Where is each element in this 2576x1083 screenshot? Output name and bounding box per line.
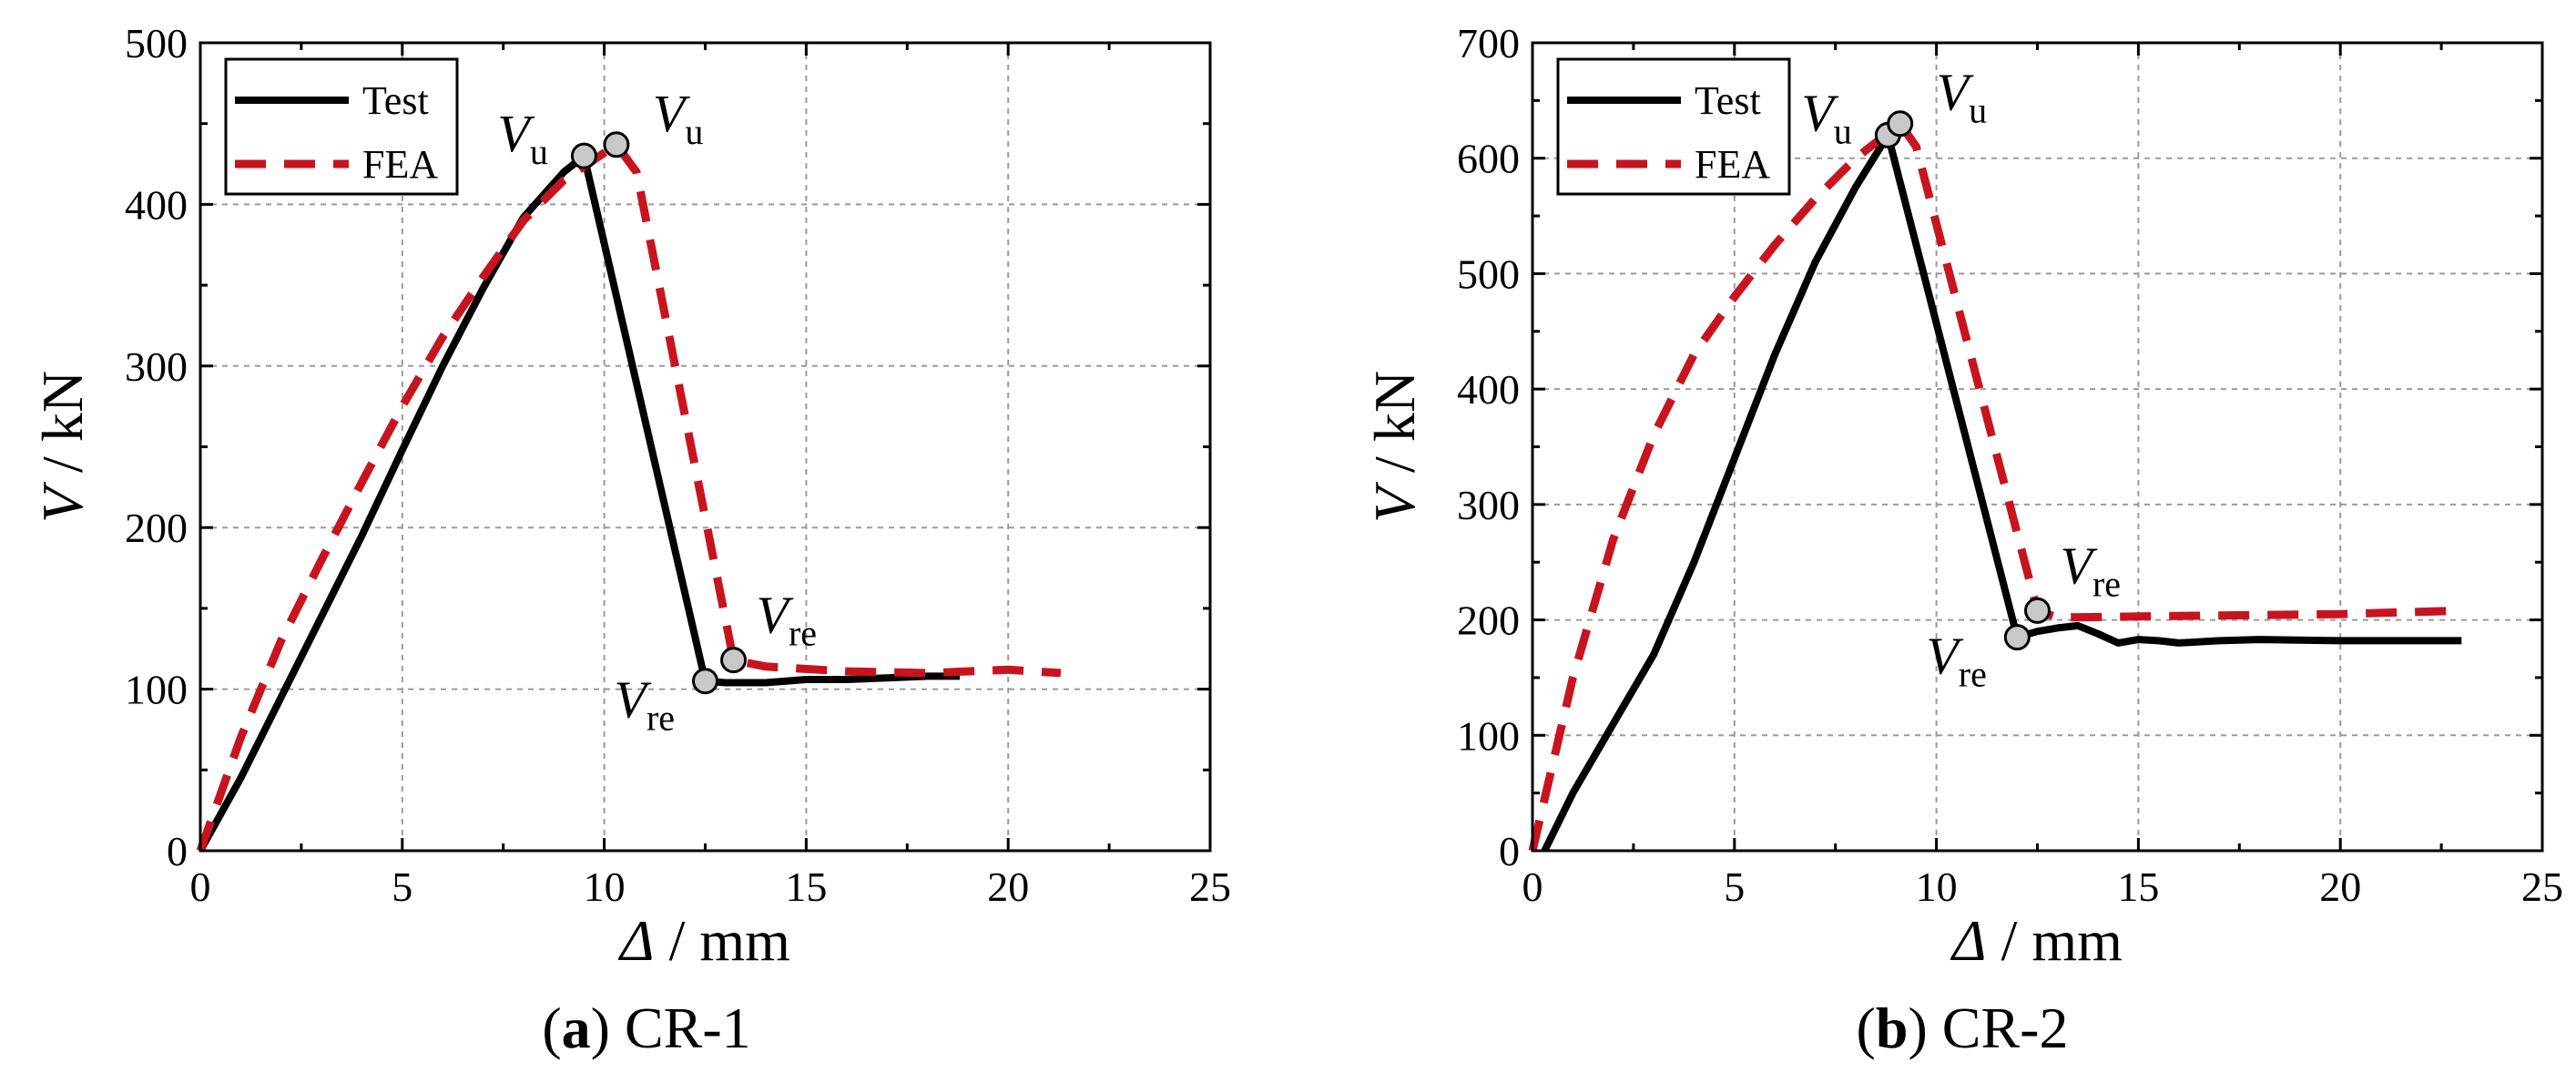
y-axis-title: V / kN [30, 371, 95, 523]
point-marker-u [1887, 110, 1914, 138]
y-tick-label: 100 [1457, 712, 1520, 759]
y-tick-label: 400 [125, 181, 188, 228]
y-axis-title: V / kN [1362, 371, 1427, 523]
legend-label-test: Test [1695, 78, 1761, 123]
point-marker-re [692, 668, 718, 695]
x-tick-label: 10 [1916, 863, 1958, 910]
y-tick-label: 400 [1457, 366, 1520, 413]
y-tick-label: 200 [125, 505, 188, 551]
legend-box [224, 57, 459, 196]
point-marker-u [570, 142, 597, 169]
x-tick-label: 20 [2319, 863, 2361, 910]
x-tick-label: 15 [785, 863, 827, 910]
y-tick-label: 500 [125, 20, 188, 66]
annotation-label-re: Vre [1926, 627, 1987, 695]
legend-box [1556, 57, 1791, 196]
annotation-label-re: Vre [757, 586, 818, 654]
y-tick-label: 200 [1457, 598, 1520, 644]
chart-caption: (b) CR-2 [1857, 996, 2069, 1060]
x-tick-label: 25 [1189, 863, 1231, 910]
x-tick-label: 10 [584, 863, 626, 910]
annotation-label-re: Vre [615, 670, 676, 739]
x-axis-title: Δ / mm [1950, 908, 2123, 973]
point-marker-re [2024, 597, 2051, 624]
x-tick-label: 0 [1522, 863, 1543, 910]
x-tick-label: 25 [2521, 863, 2563, 910]
y-tick-label: 700 [1457, 20, 1520, 66]
legend: Test FEA [224, 57, 459, 196]
x-tick-label: 20 [987, 863, 1029, 910]
y-tick-label: 300 [125, 343, 188, 390]
y-tick-label: 100 [125, 667, 188, 713]
plot-frame [199, 41, 1212, 853]
annotation-label-u: Vu [1801, 83, 1851, 151]
point-marker-re [2003, 624, 2031, 651]
legend-label-fea: FEA [1695, 142, 1770, 187]
annotation-label-re: Vre [2061, 536, 2122, 604]
series-line-test [1541, 131, 2462, 853]
x-tick-label: 0 [190, 863, 211, 910]
chart-panel-2: 0 5 10 15 20 25 0 100 200 300 400 500 600 700 Vu Vu Vre V… [1362, 20, 2563, 1060]
y-tick-label: 500 [1457, 250, 1520, 297]
point-marker-u [603, 131, 630, 158]
x-tick-label: 15 [2117, 863, 2159, 910]
y-tick-label: 0 [1499, 828, 1520, 874]
y-tick-label: 0 [167, 828, 188, 874]
legend-label-test: Test [362, 78, 429, 123]
plot-frame [1531, 41, 2544, 853]
x-tick-label: 5 [392, 863, 412, 910]
legend-label-fea: FEA [362, 142, 438, 187]
y-tick-label: 600 [1457, 136, 1520, 182]
annotation-label-u: Vu [1937, 63, 1987, 131]
x-tick-label: 5 [1724, 863, 1745, 910]
annotation-label-u: Vu [653, 84, 703, 152]
series-line-test [197, 152, 960, 853]
chart-panel-1: 0 5 10 15 20 25 0 100 200 300 400 500 Vu Vu Vre Vre Test… [30, 20, 1231, 1060]
series-line-fea [1528, 119, 2462, 853]
series-line-fea [196, 140, 1062, 853]
annotation-label-u: Vu [497, 104, 547, 172]
y-tick-label: 300 [1457, 482, 1520, 528]
x-axis-title: Δ / mm [617, 908, 790, 973]
legend: Test FEA [1556, 57, 1791, 196]
chart-caption: (a) CR-1 [542, 996, 750, 1060]
point-marker-re [720, 647, 748, 674]
